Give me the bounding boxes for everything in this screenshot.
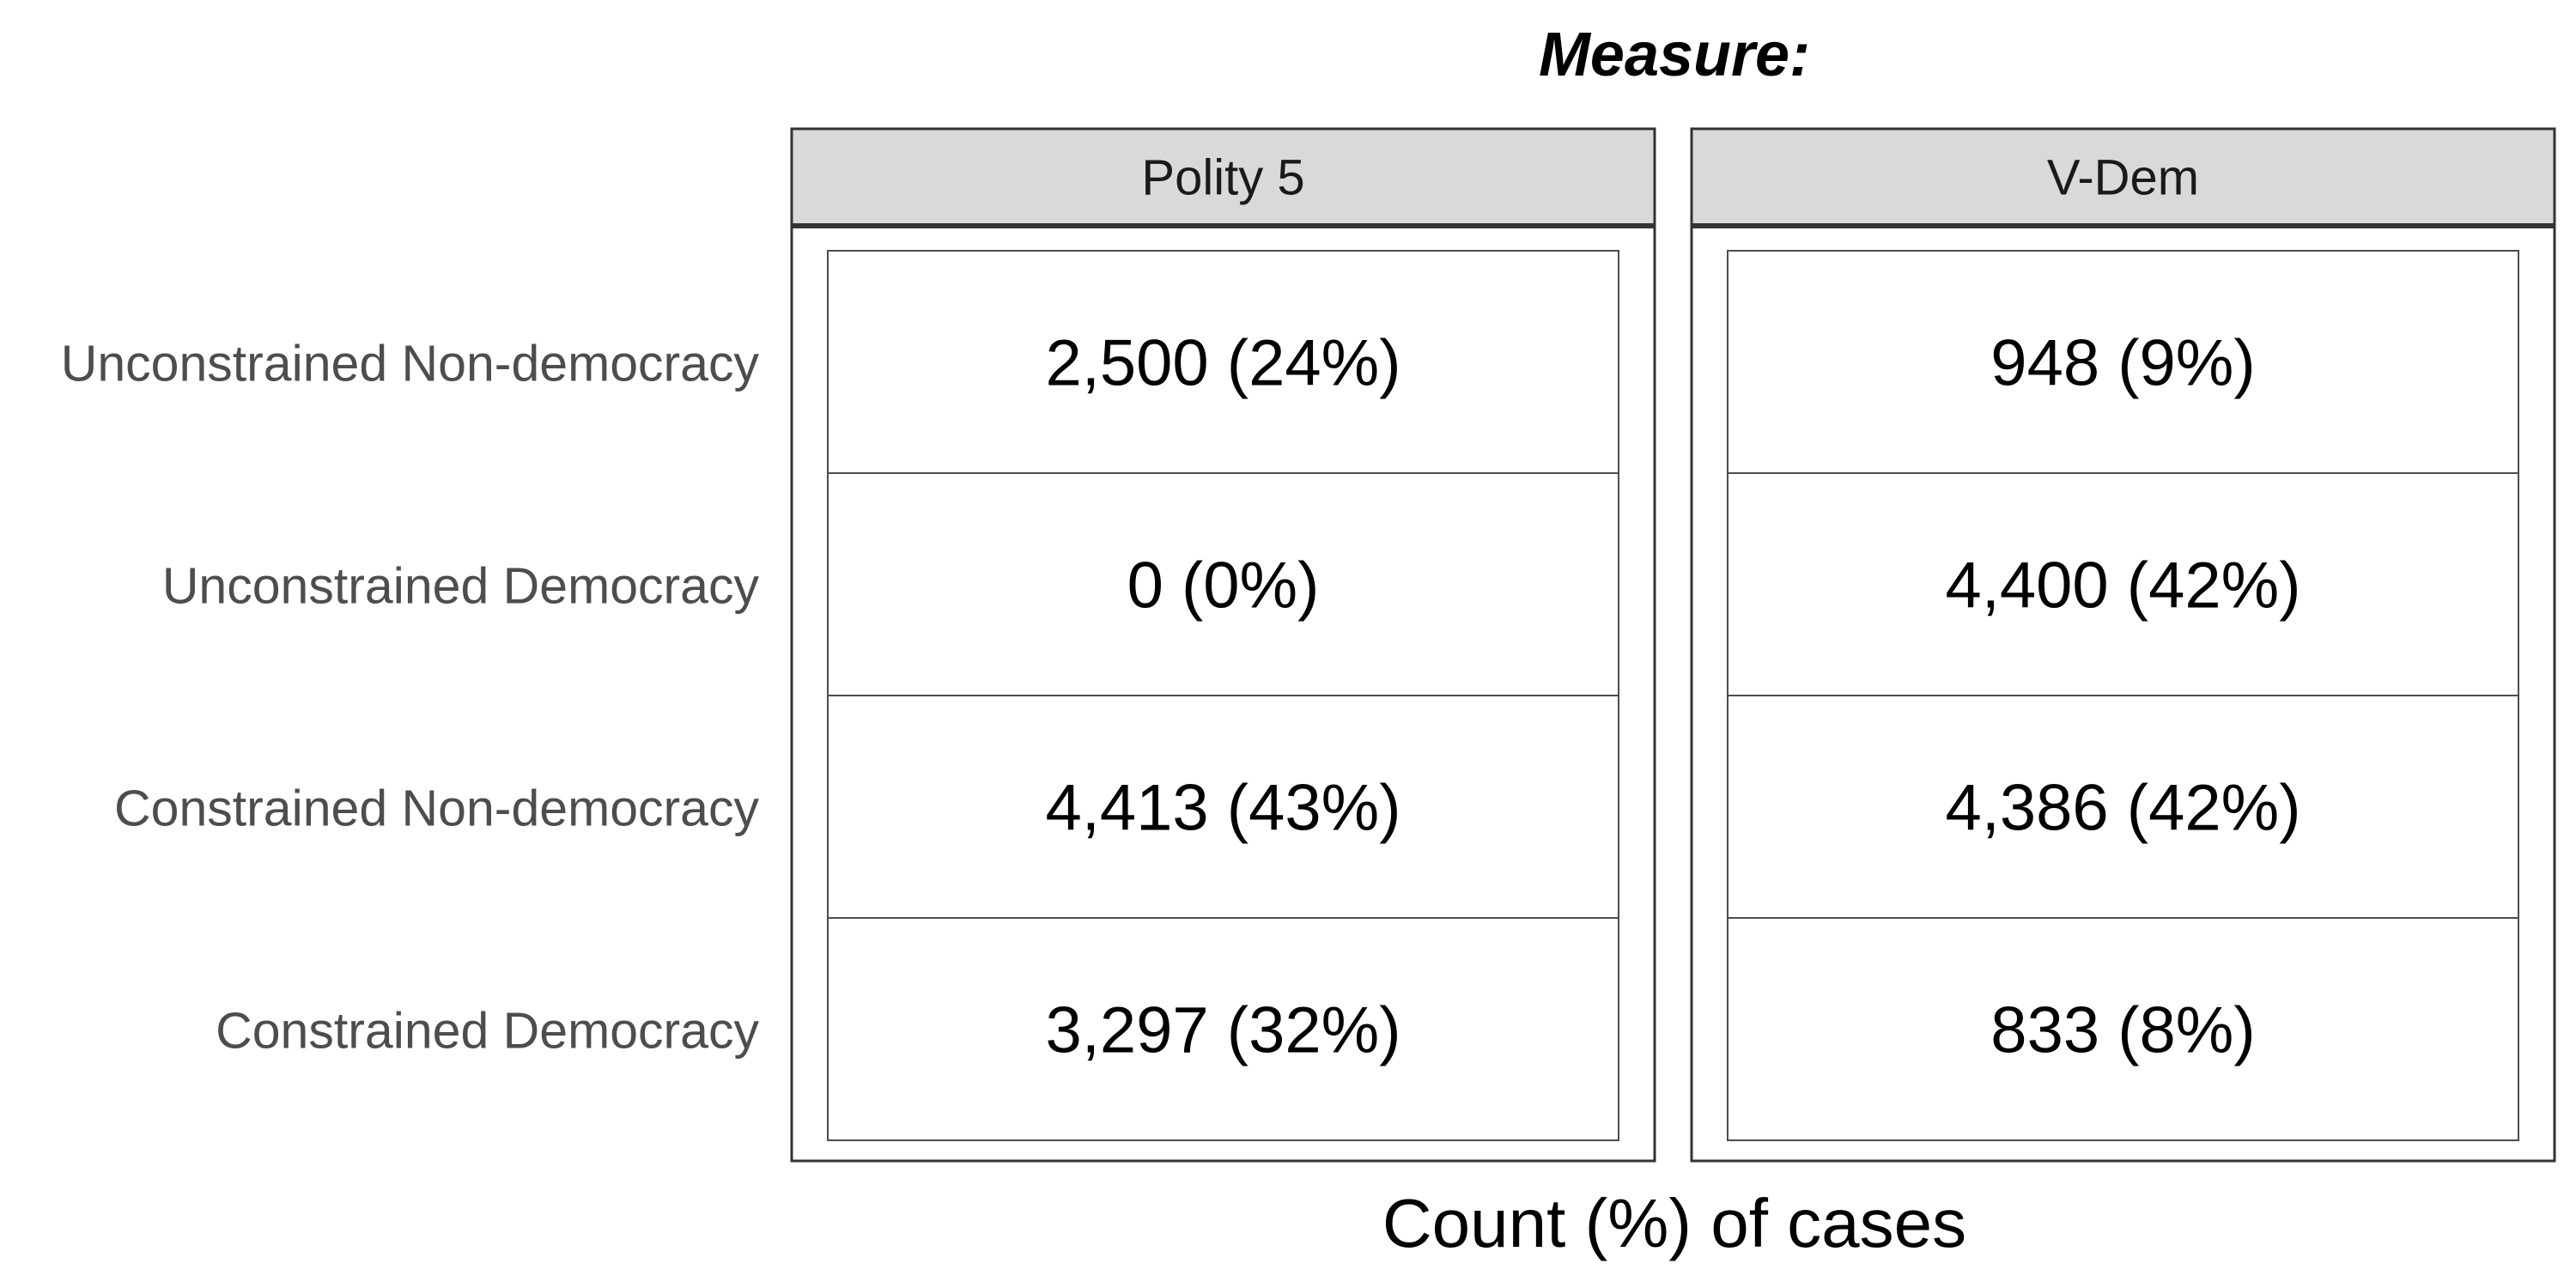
chart-title: Measure: [1539, 21, 1810, 89]
facet-strip [1690, 127, 2556, 228]
facet-panel-0: Polity 5 2,500 (24%) 0 (0%) 4,413 (43%) 3,29… [790, 127, 1656, 1163]
cell-value-label: 0 (0%) [1127, 550, 1320, 623]
facet-strip-label: V-Dem [2047, 150, 2199, 206]
row-label: Constrained Non-democracy [114, 781, 759, 837]
facet-strip-label: Polity 5 [1141, 150, 1304, 206]
table-cell [1727, 917, 2519, 1141]
facet-panel-1: V-Dem 948 (9%) 4,400 (42%) 4,386 (42%) 833 (… [1690, 127, 2556, 1163]
row-label: Constrained Democracy [216, 1003, 759, 1060]
facet-strip [790, 127, 1656, 228]
cell-value-label: 4,413 (43%) [1045, 772, 1400, 845]
cell-value-label: 3,297 (32%) [1045, 994, 1400, 1067]
cell-value-label: 4,386 (42%) [1945, 772, 2300, 845]
row-label: Unconstrained Democracy [162, 558, 760, 615]
row-labels: Unconstrained Non-democracy Unconstrained… [61, 336, 760, 1060]
table-cell [1727, 250, 2519, 474]
table-cell [827, 917, 1619, 1141]
cell-value-label: 4,400 (42%) [1945, 550, 2300, 623]
cell-value-label: 2,500 (24%) [1045, 327, 1400, 400]
x-axis-label: Count (%) of cases [1382, 1185, 1966, 1261]
cell-value-label: 833 (8%) [1990, 994, 2255, 1067]
table-cell [827, 695, 1619, 919]
facet-panels: Polity 5 2,500 (24%) 0 (0%) 4,413 (43%) 3,29… [790, 127, 2556, 1163]
table-cell [1727, 695, 2519, 919]
row-label: Unconstrained Non-democracy [61, 336, 760, 392]
table-cell [827, 472, 1619, 696]
table-cell [1727, 472, 2519, 696]
cell-value-label: 948 (9%) [1990, 327, 2255, 400]
